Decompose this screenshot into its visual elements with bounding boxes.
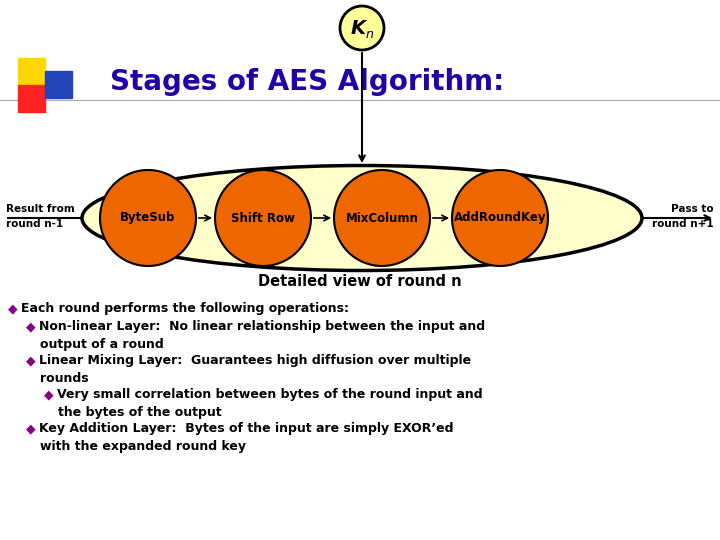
Text: K: K — [351, 19, 366, 38]
Text: Each round performs the following operations:: Each round performs the following operat… — [21, 302, 349, 315]
Text: round n-1: round n-1 — [6, 219, 63, 229]
Circle shape — [100, 170, 196, 266]
Text: Pass to: Pass to — [671, 204, 714, 214]
Circle shape — [215, 170, 311, 266]
Circle shape — [452, 170, 548, 266]
Text: ByteSub: ByteSub — [120, 212, 176, 225]
Text: Non-linear Layer:  No linear relationship between the input and: Non-linear Layer: No linear relationship… — [39, 320, 485, 333]
Text: Detailed view of round n: Detailed view of round n — [258, 274, 462, 289]
Text: ◆: ◆ — [26, 354, 35, 367]
Text: Shift Row: Shift Row — [231, 212, 295, 225]
Bar — [18, 58, 45, 85]
Text: Linear Mixing Layer:  Guarantees high diffusion over multiple: Linear Mixing Layer: Guarantees high dif… — [39, 354, 471, 367]
Text: Very small correlation between bytes of the round input and: Very small correlation between bytes of … — [57, 388, 482, 401]
Text: with the expanded round key: with the expanded round key — [40, 440, 246, 453]
Circle shape — [334, 170, 430, 266]
Text: n: n — [366, 28, 374, 40]
Text: MixColumn: MixColumn — [346, 212, 418, 225]
Text: the bytes of the output: the bytes of the output — [58, 406, 222, 419]
Text: output of a round: output of a round — [40, 338, 163, 351]
Bar — [18, 85, 45, 112]
Circle shape — [340, 6, 384, 50]
Text: AddRoundKey: AddRoundKey — [454, 212, 546, 225]
Text: Stages of AES Algorithm:: Stages of AES Algorithm: — [110, 68, 504, 96]
Text: round n+1: round n+1 — [652, 219, 714, 229]
Text: ◆: ◆ — [8, 302, 17, 315]
Text: rounds: rounds — [40, 372, 89, 385]
Text: Result from: Result from — [6, 204, 75, 214]
Text: ◆: ◆ — [26, 422, 35, 435]
Bar — [45, 71, 72, 98]
Text: Key Addition Layer:  Bytes of the input are simply EXOR’ed: Key Addition Layer: Bytes of the input a… — [39, 422, 454, 435]
Text: ◆: ◆ — [26, 320, 35, 333]
Text: ◆: ◆ — [44, 388, 53, 401]
Ellipse shape — [82, 165, 642, 271]
